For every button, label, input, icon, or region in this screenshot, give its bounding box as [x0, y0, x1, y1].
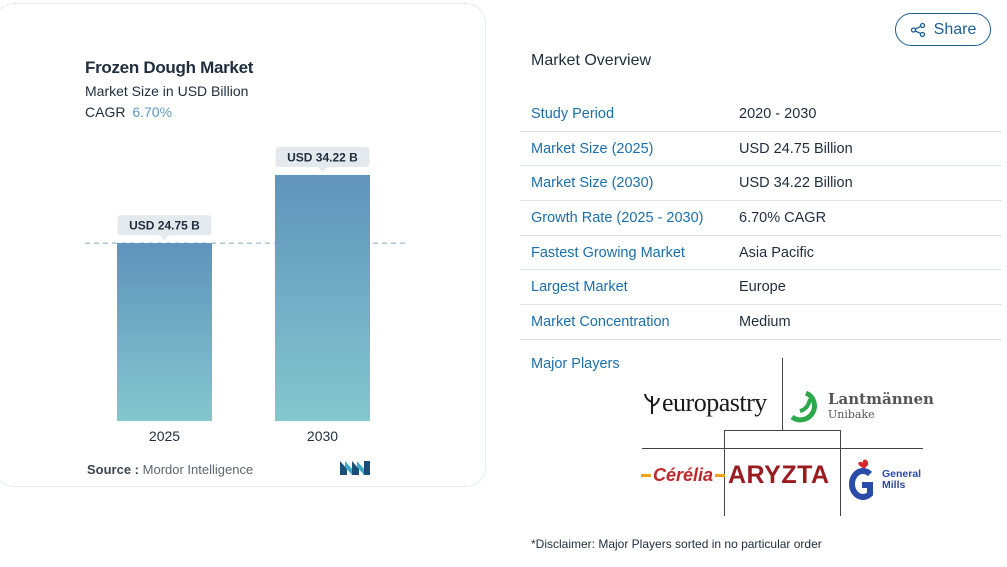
- cerelia-dash-right: [715, 473, 726, 477]
- wheat-icon: [644, 393, 660, 414]
- unibake-name: Unibake: [828, 408, 875, 421]
- overview-row-largest-market: Largest Market Europe: [520, 270, 1002, 306]
- overview-table: Study Period 2020 - 2030 Market Size (20…: [520, 97, 1002, 340]
- data-label: USD 34.22 B: [287, 151, 358, 165]
- overview-label[interactable]: Fastest Growing Market: [531, 244, 685, 261]
- overview-label[interactable]: Growth Rate (2025 - 2030): [531, 209, 704, 226]
- overview-label[interactable]: Market Concentration: [531, 313, 670, 330]
- logo-divider: [782, 358, 783, 430]
- cagr-value: 6.70%: [132, 104, 173, 120]
- bar-2030: [275, 175, 370, 421]
- cagr-label: CAGR: [85, 104, 126, 120]
- source-value: Mordor Intelligence: [142, 462, 254, 477]
- category-label: 2025: [149, 428, 180, 444]
- source-label: Source :: [87, 462, 140, 477]
- general-mills-name-2: Mills: [882, 479, 906, 491]
- general-mills-logo: General Mills: [844, 458, 921, 502]
- disclaimer: *Disclaimer: Major Players sorted in no …: [531, 537, 822, 551]
- logo-divider: [642, 448, 923, 449]
- overview-label[interactable]: Largest Market: [531, 279, 628, 296]
- logo-divider: [724, 430, 725, 516]
- cerelia-wordmark: Cérélia: [653, 464, 714, 485]
- overview-label[interactable]: Market Size (2025): [531, 140, 654, 157]
- overview-row-study-period: Study Period 2020 - 2030: [520, 97, 1002, 132]
- logo-divider: [840, 430, 841, 516]
- bar-chart: USD 24.75 B 2025 USD 34.22 B 2030: [85, 147, 405, 444]
- share-label: Share: [933, 20, 977, 38]
- cerelia-logo: Cérélia: [641, 462, 726, 488]
- data-label-pointer: [317, 167, 328, 172]
- chart-subtitle: Market Size in USD Billion: [85, 83, 249, 99]
- general-mills-g-icon: [848, 459, 873, 500]
- overview-title: Market Overview: [531, 52, 652, 69]
- overview-value: 2020 - 2030: [739, 105, 817, 122]
- overview-label[interactable]: Study Period: [531, 105, 615, 122]
- chart-title: Frozen Dough Market: [85, 58, 254, 77]
- mordor-intelligence-logo: [340, 461, 370, 475]
- data-label-bg: [275, 147, 370, 167]
- overview-row-market-size-2030: Market Size (2030) USD 34.22 Billion: [520, 166, 1002, 202]
- overview-row-fastest-growing: Fastest Growing Market Asia Pacific: [520, 236, 1002, 271]
- cerelia-dash-left: [641, 473, 651, 477]
- overview-label[interactable]: Market Size (2030): [531, 175, 654, 192]
- aryzta-wordmark: ARYZTA: [728, 460, 830, 489]
- general-mills-name-1: General: [882, 467, 922, 480]
- lantmannen-unibake-logo: Lantmännen Unibake: [786, 386, 934, 426]
- overview-value: USD 24.75 Billion: [739, 140, 853, 157]
- share-icon: [910, 22, 925, 37]
- chart-cagr: CAGR 6.70%: [85, 104, 172, 120]
- lantmannen-name: Lantmännen: [828, 390, 934, 408]
- lantmannen-leaf-icon: [790, 390, 817, 423]
- category-label: 2030: [307, 428, 338, 444]
- overview-row-growth-rate: Growth Rate (2025 - 2030) 6.70% CAGR: [520, 201, 1002, 236]
- data-label-pointer: [159, 235, 170, 241]
- major-players-logos: europastry Lantmännen Unibake Cérélia AR…: [640, 358, 934, 516]
- data-label: USD 24.75 B: [129, 219, 200, 233]
- bar-2025: [117, 243, 212, 421]
- data-label-bg: [117, 215, 212, 236]
- market-chart-card: [0, 3, 486, 487]
- share-button[interactable]: Share: [895, 13, 991, 46]
- overview-value: Asia Pacific: [739, 244, 814, 261]
- aryzta-logo: ARYZTA: [728, 459, 830, 491]
- chart-source: Source : Mordor Intelligence: [87, 462, 253, 477]
- europastry-wordmark: europastry: [662, 388, 767, 417]
- overview-row-market-size-2025: Market Size (2025) USD 24.75 Billion: [520, 132, 1002, 167]
- major-players-title[interactable]: Major Players: [531, 356, 620, 372]
- overview-row-concentration: Market Concentration Medium: [520, 305, 1002, 340]
- overview-value: USD 34.22 Billion: [739, 175, 853, 192]
- logo-divider: [724, 430, 840, 431]
- overview-value: Medium: [739, 313, 791, 330]
- overview-value: 6.70% CAGR: [739, 209, 827, 226]
- overview-value: Europe: [739, 279, 786, 296]
- europastry-logo: europastry: [642, 386, 767, 420]
